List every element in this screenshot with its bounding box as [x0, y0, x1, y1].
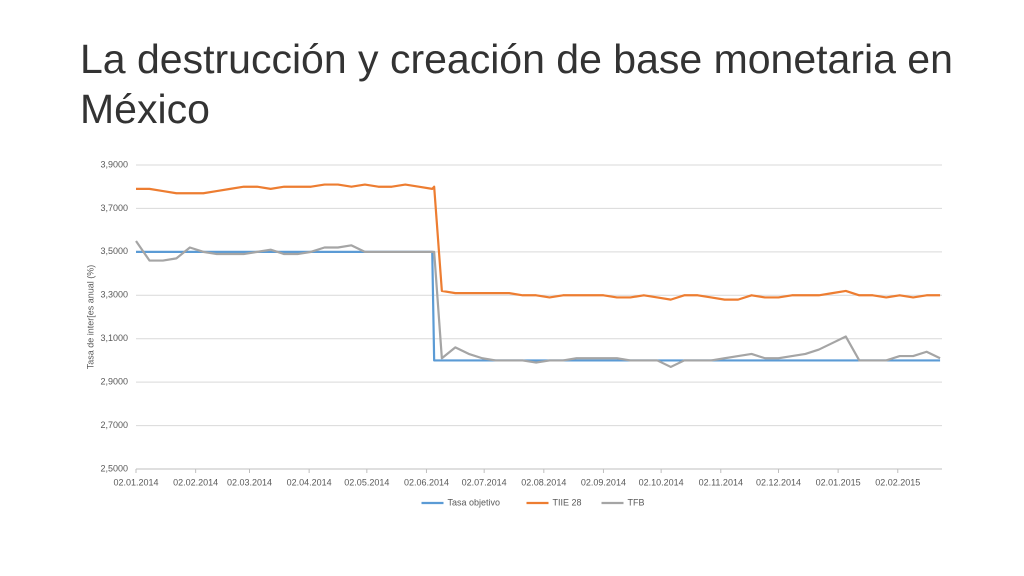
legend-label: TFB	[628, 497, 645, 507]
x-tick-label: 02.10.2014	[639, 477, 684, 487]
x-tick-label: 02.06.2014	[404, 477, 449, 487]
y-tick-label: 3,3000	[100, 290, 128, 300]
x-tick-label: 02.02.2014	[173, 477, 218, 487]
y-tick-label: 2,7000	[100, 420, 128, 430]
legend-label: Tasa objetivo	[448, 497, 501, 507]
y-tick-label: 3,9000	[100, 159, 128, 169]
x-tick-label: 02.02.2015	[875, 477, 920, 487]
x-tick-label: 02.08.2014	[521, 477, 566, 487]
series-line	[136, 183, 941, 301]
y-tick-label: 3,7000	[100, 203, 128, 213]
y-tick-label: 3,5000	[100, 246, 128, 256]
y-tick-label: 2,5000	[100, 463, 128, 473]
series-line	[135, 240, 941, 369]
y-tick-label: 3,1000	[100, 333, 128, 343]
x-tick-label: 02.11.2014	[699, 477, 743, 487]
y-axis-label: Tasa de inter[es anual (%)	[85, 265, 95, 370]
x-tick-label: 02.01.2015	[816, 477, 861, 487]
x-tick-label: 02.07.2014	[462, 477, 507, 487]
y-tick-label: 2,9000	[100, 377, 128, 387]
legend-label: TIIE 28	[553, 497, 582, 507]
x-tick-label: 02.03.2014	[227, 477, 272, 487]
slide-title: La destrucción y creación de base moneta…	[80, 36, 953, 132]
series-line	[136, 250, 941, 362]
x-tick-label: 02.04.2014	[287, 477, 332, 487]
x-tick-label: 02.01.2014	[113, 477, 158, 487]
x-tick-label: 02.05.2014	[344, 477, 389, 487]
x-tick-label: 02.12.2014	[756, 477, 801, 487]
x-tick-label: 02.09.2014	[581, 477, 626, 487]
